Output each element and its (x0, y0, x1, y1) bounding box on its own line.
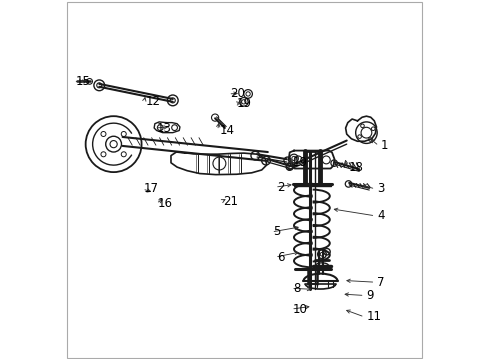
Text: 15: 15 (75, 75, 90, 88)
Text: 5: 5 (273, 225, 280, 238)
Text: 12: 12 (145, 95, 161, 108)
Text: 16: 16 (158, 197, 172, 210)
Text: 18: 18 (348, 161, 363, 174)
Text: 9: 9 (366, 289, 373, 302)
Text: 19: 19 (292, 156, 307, 169)
Text: 8: 8 (292, 282, 300, 295)
Text: 21: 21 (223, 195, 238, 208)
Text: 10: 10 (292, 303, 307, 316)
Text: 2: 2 (276, 181, 284, 194)
Text: 1: 1 (380, 139, 387, 152)
Text: 3: 3 (376, 183, 384, 195)
Text: 4: 4 (376, 210, 384, 222)
Text: 14: 14 (219, 124, 234, 137)
Text: 11: 11 (366, 310, 381, 324)
Text: 7: 7 (376, 276, 384, 289)
Text: 20: 20 (230, 87, 244, 100)
Text: 6: 6 (276, 251, 284, 264)
Text: 13: 13 (156, 122, 171, 135)
Text: 19: 19 (236, 98, 251, 111)
Text: 17: 17 (144, 183, 159, 195)
